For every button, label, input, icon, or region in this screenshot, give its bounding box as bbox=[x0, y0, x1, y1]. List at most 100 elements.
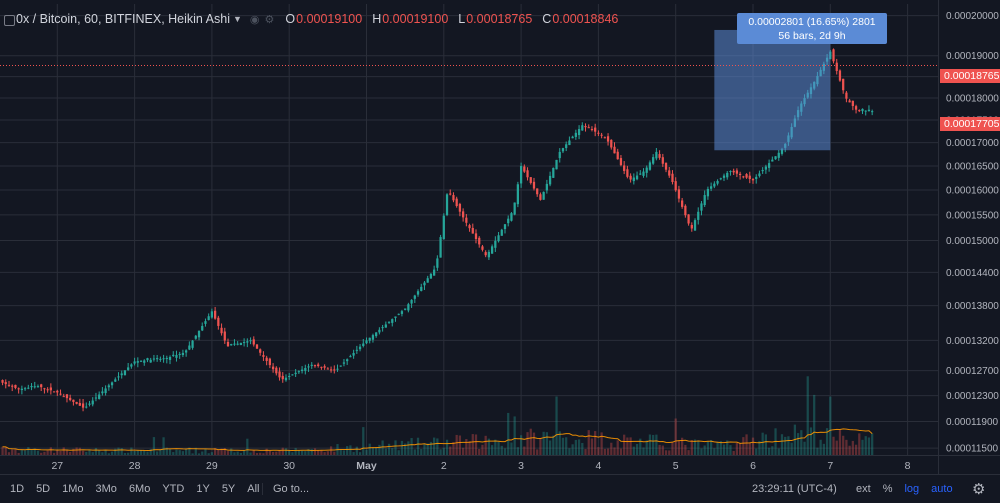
candle-body bbox=[159, 358, 162, 360]
volume-bar bbox=[416, 437, 420, 455]
volume-bar bbox=[478, 448, 481, 455]
percent-toggle[interactable]: % bbox=[882, 483, 893, 495]
volume-bar bbox=[52, 452, 56, 455]
volume-bar bbox=[613, 447, 616, 455]
x-tick-label: 30 bbox=[283, 460, 295, 472]
volume-bar bbox=[871, 433, 874, 455]
volume-bar bbox=[803, 441, 806, 455]
candle-body bbox=[43, 388, 46, 390]
range-1d[interactable]: 1D bbox=[10, 483, 25, 495]
candle-body bbox=[78, 402, 81, 406]
goto-button[interactable]: Go to... bbox=[262, 483, 309, 495]
volume-bar bbox=[75, 447, 78, 455]
range-1y[interactable]: 1Y bbox=[196, 483, 210, 495]
volume-bar bbox=[784, 436, 787, 455]
volume-bar bbox=[394, 440, 397, 455]
candle-body bbox=[445, 194, 449, 215]
volume-bar bbox=[690, 440, 693, 455]
volume-bar bbox=[249, 452, 252, 455]
range-ytd[interactable]: YTD bbox=[162, 483, 185, 495]
volume-bar bbox=[652, 434, 655, 455]
candle-body bbox=[423, 282, 426, 286]
candle-body bbox=[729, 171, 732, 173]
volume-bar bbox=[413, 449, 416, 455]
candle-body bbox=[291, 374, 294, 376]
chevron-down-icon[interactable]: ▼ bbox=[232, 14, 242, 24]
candle-body bbox=[687, 214, 690, 224]
candle-body bbox=[842, 78, 845, 91]
volume-bar bbox=[36, 450, 40, 455]
volume-bar bbox=[288, 450, 291, 455]
candle-body bbox=[130, 364, 133, 367]
collapse-icon[interactable] bbox=[4, 15, 15, 26]
volume-bar bbox=[223, 448, 226, 455]
volume-bar bbox=[594, 431, 597, 455]
y-tick-label: 0.00017000 bbox=[946, 138, 999, 149]
volume-bar bbox=[635, 443, 639, 455]
candle-body bbox=[442, 215, 445, 240]
candle-body bbox=[613, 146, 616, 154]
volume-bar bbox=[317, 449, 320, 455]
ext-toggle[interactable]: ext bbox=[856, 483, 871, 495]
candle-body bbox=[123, 370, 127, 376]
candle-body bbox=[120, 373, 123, 376]
x-tick-label: 28 bbox=[129, 460, 141, 472]
volume-bar bbox=[346, 446, 349, 455]
range-all[interactable]: All bbox=[247, 483, 260, 495]
range-5y[interactable]: 5Y bbox=[221, 483, 236, 495]
candle-body bbox=[404, 308, 407, 310]
range-3mo[interactable]: 3Mo bbox=[95, 483, 117, 495]
auto-toggle[interactable]: auto bbox=[931, 483, 953, 495]
volume-bar bbox=[201, 451, 204, 455]
settings-gear-icon[interactable]: ⚙ bbox=[972, 481, 986, 498]
candle-body bbox=[436, 258, 439, 268]
volume-bar bbox=[848, 445, 851, 455]
candle-body bbox=[597, 132, 600, 134]
candle-body bbox=[838, 70, 842, 81]
candle-body bbox=[162, 358, 165, 360]
volume-bar bbox=[658, 444, 661, 455]
candle-body bbox=[648, 162, 652, 170]
candle-body bbox=[175, 354, 178, 358]
high-value: 0.00019100 bbox=[382, 12, 449, 26]
volume-bar bbox=[729, 445, 732, 455]
volume-bar bbox=[558, 431, 561, 455]
volume-bar bbox=[787, 436, 790, 455]
candle-body bbox=[571, 136, 574, 139]
volume-bar bbox=[46, 450, 49, 455]
volume-bar bbox=[349, 445, 352, 455]
candle-body bbox=[751, 179, 755, 181]
volume-bar bbox=[858, 433, 861, 455]
volume-bar bbox=[397, 450, 400, 455]
volume-bar bbox=[474, 434, 478, 455]
candle-body bbox=[49, 387, 52, 391]
volume-bar bbox=[88, 449, 91, 455]
volume-bar bbox=[236, 451, 239, 455]
visibility-icon[interactable]: ◉ ⚙ bbox=[249, 13, 276, 26]
volume-bar bbox=[59, 450, 62, 455]
volume-bar bbox=[693, 439, 697, 455]
volume-bar bbox=[767, 447, 771, 455]
volume-bar bbox=[404, 443, 407, 455]
volume-bar bbox=[835, 440, 838, 455]
volume-bar bbox=[468, 441, 471, 455]
candle-body bbox=[207, 316, 210, 321]
symbol-title[interactable]: 0x / Bitcoin, 60, BITFINEX, Heikin Ashi bbox=[16, 12, 230, 26]
candle-body bbox=[668, 170, 671, 176]
volume-bar bbox=[43, 451, 46, 455]
volume-bar bbox=[449, 446, 452, 455]
range-1mo[interactable]: 1Mo bbox=[62, 483, 84, 495]
range-5d[interactable]: 5D bbox=[36, 483, 51, 495]
volume-bar bbox=[178, 450, 181, 455]
candle-body bbox=[468, 225, 471, 229]
volume-bar bbox=[674, 418, 677, 455]
volume-bar bbox=[220, 448, 223, 455]
volume-bar bbox=[1, 446, 4, 455]
volume-bar bbox=[339, 449, 342, 455]
volume-bar bbox=[568, 448, 571, 455]
log-toggle[interactable]: log bbox=[904, 483, 920, 495]
candle-body bbox=[748, 175, 751, 180]
range-6mo[interactable]: 6Mo bbox=[128, 483, 151, 495]
volume-bar bbox=[523, 446, 526, 455]
